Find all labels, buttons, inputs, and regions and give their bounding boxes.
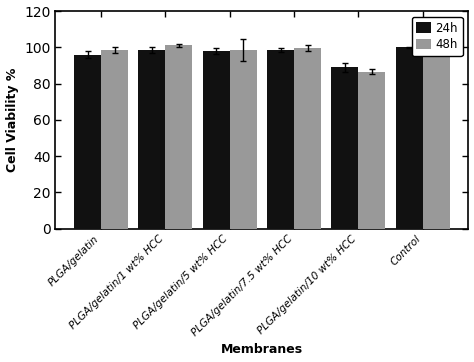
Y-axis label: Cell Viability %: Cell Viability % (6, 68, 18, 172)
Bar (203, 51, 230, 228)
Bar (74, 55, 101, 228)
Bar (396, 47, 423, 228)
Legend: 24h, 48h: 24h, 48h (412, 17, 463, 56)
Bar (267, 50, 294, 228)
Bar (423, 48, 450, 228)
Bar (230, 50, 257, 228)
X-axis label: Membranes: Membranes (221, 344, 303, 357)
Bar (165, 46, 192, 228)
Bar (358, 72, 385, 228)
Bar (294, 48, 321, 228)
Bar (138, 50, 165, 228)
Bar (331, 67, 358, 228)
Bar (101, 50, 128, 228)
